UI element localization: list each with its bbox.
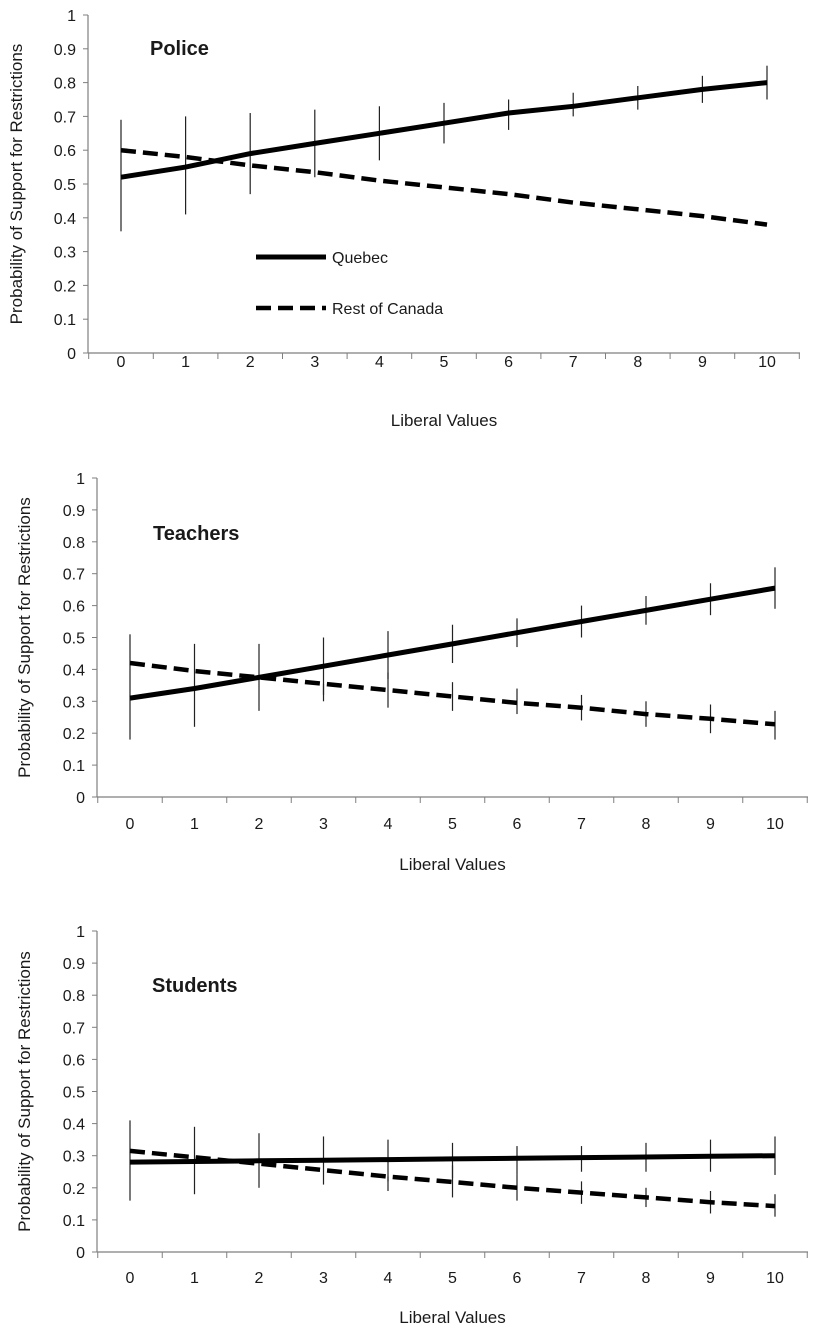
x-tick-label: 4	[375, 354, 384, 371]
x-tick-label: 0	[117, 354, 126, 371]
x-tick-label: 4	[384, 1270, 393, 1287]
y-tick-label: 0.2	[54, 278, 76, 295]
y-tick-label: 0.3	[63, 694, 85, 711]
series-line-rest-of-canada	[129, 660, 776, 727]
y-axis-title: Probability of Support for Restrictions	[15, 951, 34, 1232]
y-tick-label: 0.9	[63, 503, 85, 520]
y-tick-label: 0.6	[54, 143, 76, 160]
x-tick-label: 7	[577, 816, 586, 833]
panel-title: Police	[150, 38, 209, 60]
x-tick-label: 5	[448, 816, 457, 833]
x-tick-label: 2	[246, 354, 255, 371]
x-tick-label: 8	[642, 1270, 651, 1287]
y-tick-label: 0.9	[54, 42, 76, 59]
x-tick-label: 10	[766, 1270, 784, 1287]
y-tick-label: 0.8	[54, 76, 76, 93]
y-tick-label: 0.2	[63, 1181, 85, 1198]
y-tick-label: 0.4	[63, 1117, 85, 1134]
x-axis-title: Liberal Values	[399, 1308, 505, 1327]
y-tick-label: 0.8	[63, 988, 85, 1005]
y-axis-title: Probability of Support for Restrictions	[7, 44, 26, 325]
x-tick-label: 7	[577, 1270, 586, 1287]
y-tick-label: 0.6	[63, 599, 85, 616]
x-tick-label: 8	[633, 354, 642, 371]
y-tick-label: 0.7	[63, 567, 85, 584]
x-tick-label: 2	[255, 1270, 264, 1287]
series-line-rest-of-canada	[120, 147, 768, 227]
legend-label-rest-of-canada: Rest of Canada	[332, 301, 443, 318]
y-tick-label: 0	[76, 1245, 85, 1262]
x-tick-label: 5	[440, 354, 449, 371]
chart-panel-students: 00.10.20.30.40.50.60.70.80.910 1 2 3 4 5 6 7 8 9 1…	[15, 924, 808, 1327]
y-tick-label: 0.1	[54, 312, 76, 329]
legend-label-quebec: Quebec	[332, 250, 388, 267]
x-tick-label: 9	[698, 354, 707, 371]
y-tick-label: 0	[76, 790, 85, 807]
series-line-quebec	[120, 80, 768, 180]
x-tick-label: 9	[706, 1270, 715, 1287]
legend: Quebec Rest of Canada	[256, 250, 443, 318]
panel-title: Students	[152, 975, 238, 997]
y-tick-label: 0.4	[54, 211, 76, 228]
x-tick-label: 0	[126, 816, 135, 833]
x-tick-label: 1	[190, 816, 199, 833]
chart-panel-teachers: 00.10.20.30.40.50.60.70.80.910 1 2 3 4 5 6 7 8 9 1…	[15, 471, 808, 874]
y-tick-label: 0.5	[63, 1085, 85, 1102]
y-tick-label: 0.3	[54, 245, 76, 262]
chart-panel-police: 00.10.20.30.40.50.60.70.80.910 1 2 3 4 5 6 7 8 9 1…	[7, 8, 800, 430]
y-tick-label: 0.8	[63, 535, 85, 552]
x-tick-label: 4	[384, 816, 393, 833]
x-tick-label: 10	[766, 816, 784, 833]
x-tick-label: 3	[310, 354, 319, 371]
x-tick-label: 1	[181, 354, 190, 371]
y-tick-label: 0.7	[63, 1020, 85, 1037]
y-tick-label: 0.5	[63, 631, 85, 648]
x-tick-label: 1	[190, 1270, 199, 1287]
y-tick-label: 0.4	[63, 662, 85, 679]
x-tick-label: 8	[642, 816, 651, 833]
y-tick-label: 0.3	[63, 1149, 85, 1166]
y-tick-label: 0	[67, 346, 76, 363]
y-tick-label: 0.1	[63, 1213, 85, 1230]
x-tick-label: 0	[126, 1270, 135, 1287]
x-tick-label: 3	[319, 1270, 328, 1287]
y-tick-label: 0.1	[63, 758, 85, 775]
series-line-quebec	[129, 1153, 776, 1165]
x-tick-label: 5	[448, 1270, 457, 1287]
y-tick-label: 0.6	[63, 1052, 85, 1069]
x-tick-label: 10	[758, 354, 776, 371]
x-axis-title: Liberal Values	[399, 855, 505, 874]
series-line-rest-of-canada	[129, 1148, 776, 1209]
y-tick-label: 1	[67, 8, 76, 25]
x-tick-label: 6	[513, 1270, 522, 1287]
y-axis-title: Probability of Support for Restrictions	[15, 497, 34, 778]
panel-title: Teachers	[153, 523, 239, 545]
x-tick-label: 6	[513, 816, 522, 833]
x-tick-label: 9	[706, 816, 715, 833]
series-line-quebec	[129, 585, 776, 701]
y-tick-label: 1	[76, 471, 85, 488]
y-tick-label: 0.5	[54, 177, 76, 194]
x-tick-label: 7	[569, 354, 578, 371]
y-tick-label: 0.9	[63, 956, 85, 973]
x-tick-label: 6	[504, 354, 513, 371]
x-tick-label: 2	[255, 816, 264, 833]
y-tick-label: 0.7	[54, 109, 76, 126]
x-axis-title: Liberal Values	[391, 411, 497, 430]
y-tick-label: 0.2	[63, 726, 85, 743]
x-tick-label: 3	[319, 816, 328, 833]
y-tick-label: 1	[76, 924, 85, 941]
